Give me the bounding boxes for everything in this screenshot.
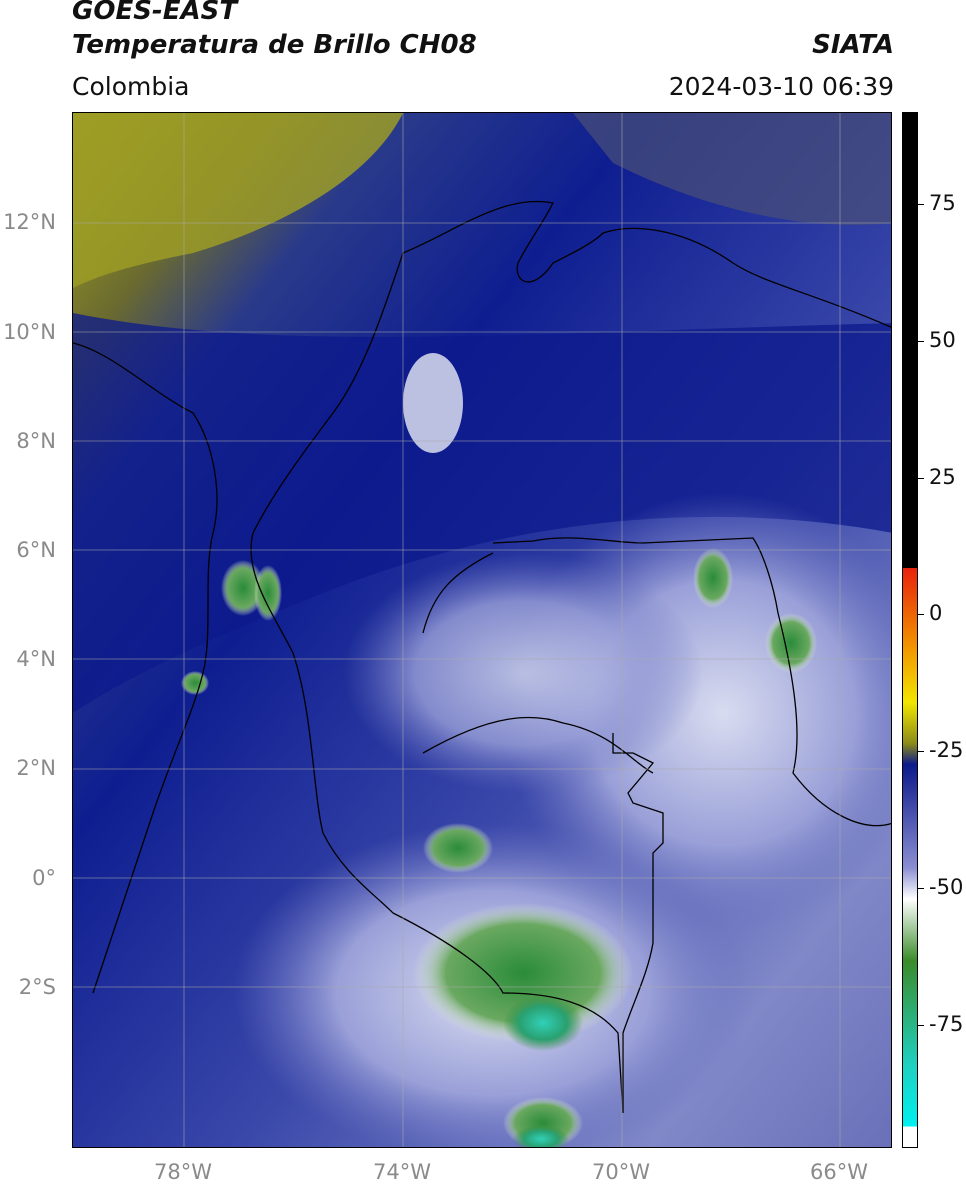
convection-1 [221, 560, 265, 616]
title-satellite: GOES-EAST [72, 0, 238, 26]
convection-2 [254, 565, 282, 621]
convection-6 [423, 823, 493, 873]
convection-4 [765, 613, 817, 673]
lat-label-2n: 2°N [16, 756, 56, 780]
colorbar-label-neg25: -25 [929, 738, 964, 762]
lat-label-6n: 6°N [16, 538, 56, 562]
cloud-north-streak [403, 353, 463, 453]
colorbar-tick-25 [918, 478, 924, 479]
colorbar-tick-neg75 [918, 1025, 924, 1026]
colorbar-tick-50 [918, 341, 924, 342]
region-label: Colombia [72, 72, 190, 101]
organization-label: SIATA [812, 30, 894, 60]
lat-label-10n: 10°N [3, 320, 56, 344]
colorbar-tick-75 [918, 204, 924, 205]
dry-band-top [73, 113, 403, 288]
colorbar-label-50: 50 [929, 328, 956, 352]
dry-band-top-right [573, 113, 891, 225]
lon-label-70w: 70°W [592, 1160, 650, 1184]
navy-belt [73, 313, 891, 713]
borders [73, 200, 891, 1114]
colorbar-tick-neg50 [918, 888, 924, 889]
lat-label-2s: 2°S [18, 975, 56, 999]
colorbar-tick-0 [918, 614, 924, 615]
colorbar-label-0: 0 [929, 601, 943, 625]
colorbar-label-neg50: -50 [929, 875, 964, 899]
convection-5 [181, 671, 209, 695]
convection-core-1 [503, 995, 583, 1051]
lat-label-4n: 4°N [16, 647, 56, 671]
lat-label-0: 0° [32, 866, 56, 890]
colorbar [902, 112, 918, 1148]
cloud-central [343, 553, 703, 793]
satellite-map[interactable] [72, 112, 892, 1148]
colorbar-tick-neg25 [918, 751, 924, 752]
lon-label-78w: 78°W [154, 1160, 212, 1184]
lon-label-74w: 74°W [373, 1160, 431, 1184]
title-product: Temperatura de Brillo CH08 [72, 30, 477, 60]
lat-label-12n: 12°N [3, 210, 56, 234]
colorbar-label-75: 75 [929, 191, 956, 215]
map-svg [73, 113, 891, 1147]
colorbar-label-neg75: -75 [929, 1012, 964, 1036]
lon-label-66w: 66°W [810, 1160, 868, 1184]
lat-label-8n: 8°N [16, 429, 56, 453]
convection-3 [693, 548, 733, 608]
convection-7 [413, 903, 633, 1043]
colorbar-label-25: 25 [929, 465, 956, 489]
convection-core-2 [513, 1125, 569, 1147]
datetime-label: 2024-03-10 06:39 [668, 72, 894, 101]
